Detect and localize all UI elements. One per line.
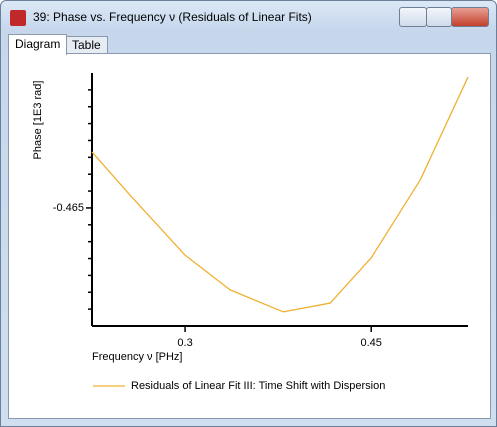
y-tick-label: -0.465 <box>53 202 84 214</box>
x-tick-label: 0.45 <box>360 337 381 349</box>
x-axis-label: Frequency ν [PHz] <box>92 351 182 363</box>
tab[interactable]: Table <box>65 36 108 53</box>
legend-label: Residuals of Linear Fit III: Time Shift … <box>131 380 385 392</box>
tab[interactable]: Diagram <box>8 34 68 55</box>
y-axis-label: Phase [1E3 rad] <box>32 81 44 160</box>
close-button[interactable] <box>451 7 489 27</box>
x-tick-label: 0.3 <box>177 337 192 349</box>
diagram-panel <box>8 53 491 419</box>
window-title: 39: Phase vs. Frequency ν (Residuals of … <box>33 10 312 24</box>
data-line <box>91 76 469 313</box>
app-icon <box>10 10 26 26</box>
